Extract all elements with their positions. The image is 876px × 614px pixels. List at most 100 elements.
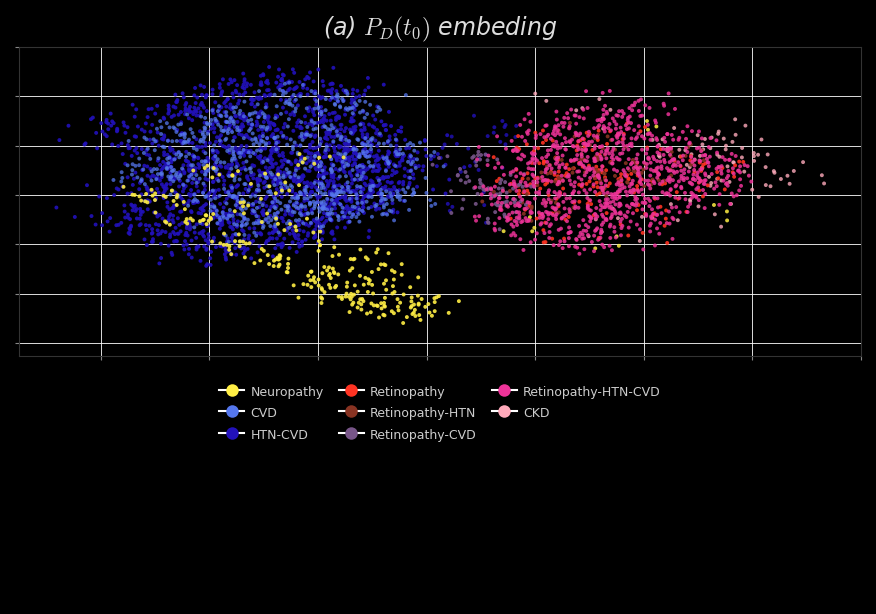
Point	[630, 194, 644, 204]
Point	[314, 214, 328, 224]
Point	[260, 85, 274, 95]
Point	[710, 167, 724, 177]
Point	[307, 104, 321, 114]
Point	[122, 143, 136, 153]
Point	[229, 229, 243, 239]
Point	[315, 285, 329, 295]
Point	[290, 82, 304, 92]
Point	[650, 173, 664, 182]
Point	[282, 99, 296, 109]
Point	[277, 168, 291, 177]
Point	[539, 135, 553, 145]
Point	[505, 208, 519, 217]
Point	[157, 191, 171, 201]
Point	[371, 155, 385, 165]
Point	[280, 140, 294, 150]
Point	[300, 72, 314, 82]
Point	[653, 149, 667, 159]
Point	[273, 251, 287, 261]
Point	[726, 157, 740, 167]
Point	[385, 198, 399, 208]
Point	[205, 173, 219, 182]
Point	[356, 196, 370, 206]
Point	[323, 212, 337, 222]
Point	[178, 133, 192, 142]
Point	[283, 110, 297, 120]
Point	[158, 186, 172, 196]
Point	[286, 185, 300, 195]
Point	[295, 217, 309, 227]
Point	[571, 137, 585, 147]
Point	[627, 185, 641, 195]
Point	[268, 146, 282, 156]
Point	[377, 279, 391, 289]
Point	[189, 134, 203, 144]
Point	[425, 311, 439, 321]
Point	[512, 214, 526, 223]
Point	[523, 198, 537, 208]
Point	[649, 133, 663, 143]
Point	[451, 170, 465, 180]
Point	[250, 137, 264, 147]
Point	[239, 146, 253, 155]
Point	[325, 166, 339, 176]
Point	[326, 229, 340, 239]
Point	[627, 187, 641, 197]
Point	[160, 163, 174, 173]
Point	[224, 181, 238, 191]
Point	[373, 198, 387, 208]
Point	[456, 204, 470, 214]
Point	[334, 142, 348, 152]
Point	[390, 161, 404, 171]
Point	[569, 146, 583, 155]
Point	[292, 230, 306, 240]
Point	[552, 120, 566, 130]
Point	[385, 289, 399, 298]
Point	[574, 155, 588, 165]
Point	[317, 173, 331, 182]
Point	[569, 111, 583, 120]
Point	[270, 233, 284, 243]
Point	[361, 164, 375, 174]
Point	[249, 134, 263, 144]
Point	[630, 181, 644, 191]
Point	[180, 98, 194, 108]
Point	[404, 303, 418, 313]
Point	[344, 113, 358, 123]
Point	[515, 198, 529, 208]
Point	[207, 233, 221, 243]
Point	[339, 149, 353, 159]
Point	[646, 209, 661, 219]
Point	[375, 193, 389, 203]
Point	[316, 190, 330, 200]
Point	[614, 200, 628, 210]
Point	[597, 184, 611, 193]
Point	[251, 184, 265, 194]
Point	[715, 161, 729, 171]
Point	[720, 216, 734, 225]
Point	[275, 185, 289, 195]
Point	[562, 170, 576, 180]
Point	[569, 119, 583, 128]
Point	[172, 174, 186, 184]
Point	[294, 201, 308, 211]
Point	[626, 166, 640, 176]
Point	[276, 86, 290, 96]
Point	[520, 203, 534, 213]
Point	[223, 117, 237, 127]
Point	[702, 142, 716, 152]
Point	[657, 150, 671, 160]
Point	[560, 160, 574, 169]
Point	[598, 214, 612, 224]
Point	[237, 146, 251, 156]
Point	[645, 176, 659, 186]
Point	[225, 154, 239, 163]
Point	[173, 152, 187, 162]
Point	[311, 193, 325, 203]
Point	[539, 207, 553, 217]
Point	[205, 106, 219, 115]
Point	[313, 106, 327, 116]
Point	[692, 155, 706, 165]
Point	[131, 122, 145, 131]
Point	[625, 179, 639, 188]
